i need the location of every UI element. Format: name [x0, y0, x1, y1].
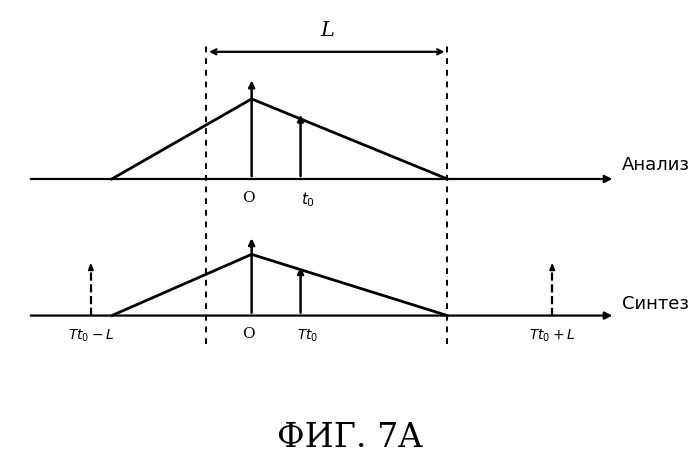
Text: O: O	[242, 191, 254, 205]
Text: L: L	[320, 21, 333, 40]
Text: $Tt_0$: $Tt_0$	[297, 327, 318, 344]
Text: Синтез: Синтез	[622, 295, 689, 313]
Text: ФИГ. 7A: ФИГ. 7A	[277, 422, 422, 454]
Text: O: O	[242, 327, 254, 341]
Text: Анализ: Анализ	[622, 156, 690, 174]
Text: $Tt_0-L$: $Tt_0-L$	[68, 327, 114, 344]
Text: $t_0$: $t_0$	[301, 191, 315, 210]
Text: $Tt_0+L$: $Tt_0+L$	[529, 327, 575, 344]
